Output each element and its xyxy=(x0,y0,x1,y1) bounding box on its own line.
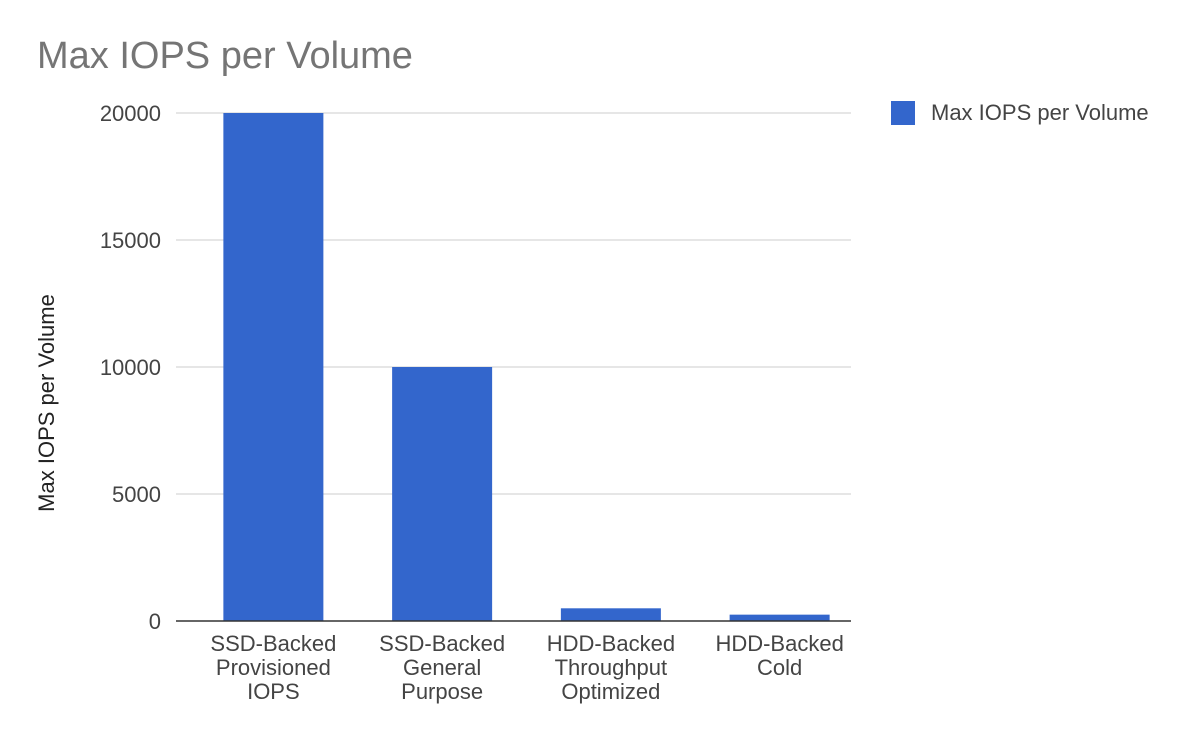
y-tick-label: 5000 xyxy=(112,482,161,507)
x-tick-label: IOPS xyxy=(247,679,300,704)
x-tick-label: Optimized xyxy=(561,679,660,704)
chart-title: Max IOPS per Volume xyxy=(37,35,413,77)
x-tick-label: SSD-Backed xyxy=(210,631,336,656)
x-tick-label: Purpose xyxy=(401,679,483,704)
bar xyxy=(223,113,324,621)
y-tick-label: 20000 xyxy=(100,101,161,126)
bars xyxy=(223,113,830,621)
legend: Max IOPS per Volume xyxy=(891,100,1149,125)
x-tick-label: HDD-Backed xyxy=(547,631,675,656)
x-tick-label: Provisioned xyxy=(216,655,331,680)
x-tick-label: Throughput xyxy=(555,655,668,680)
bar xyxy=(392,367,493,621)
bar xyxy=(729,614,830,621)
y-tick-labels: 0 5000 10000 15000 20000 xyxy=(100,101,161,634)
bar xyxy=(560,608,661,621)
x-tick-label: HDD-Backed xyxy=(715,631,843,656)
y-tick-label: 15000 xyxy=(100,228,161,253)
x-tick-label: General xyxy=(403,655,481,680)
legend-label: Max IOPS per Volume xyxy=(931,100,1149,125)
y-tick-label: 10000 xyxy=(100,355,161,380)
y-tick-label: 0 xyxy=(149,609,161,634)
x-tick-label: SSD-Backed xyxy=(379,631,505,656)
y-axis-label: Max IOPS per Volume xyxy=(34,294,59,512)
legend-swatch xyxy=(891,101,915,125)
x-tick-label: Cold xyxy=(757,655,802,680)
x-tick-labels: SSD-BackedProvisionedIOPSSSD-BackedGener… xyxy=(210,631,843,704)
